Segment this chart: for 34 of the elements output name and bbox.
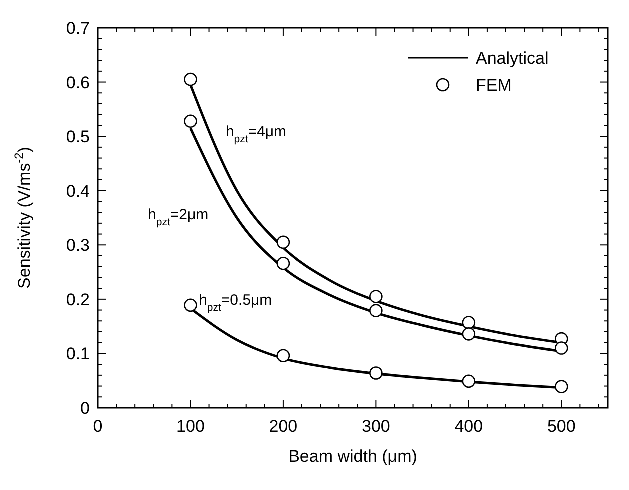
point <box>184 298 198 312</box>
point <box>370 304 383 318</box>
y-tick-label: 0.3 <box>66 236 90 256</box>
y-tick-label: 0.6 <box>66 73 90 92</box>
legend-label: Analytical <box>476 49 549 68</box>
y-tick-label: 0.7 <box>66 19 90 38</box>
point <box>184 72 198 86</box>
x-tick-label: 100 <box>176 417 205 436</box>
y-tick-label: 0.2 <box>66 290 90 310</box>
y-tick-label: 0.4 <box>66 182 90 201</box>
point <box>462 374 476 388</box>
point <box>554 342 568 355</box>
point <box>370 366 383 380</box>
y-tick-label: 0.1 <box>66 344 90 364</box>
x-axis-title: Beam width (μm) <box>288 447 418 466</box>
x-tick-label: 400 <box>454 417 484 436</box>
point <box>462 328 476 341</box>
y-tick-label: 0.5 <box>66 128 90 147</box>
point <box>184 114 198 128</box>
annotation: h$_{pzt}$=2μm <box>148 206 209 229</box>
x-tick-label: 300 <box>362 417 390 436</box>
point <box>276 256 290 270</box>
point <box>276 236 290 250</box>
annotation: h$_{pzt}$=4μm <box>226 124 287 146</box>
y-tick-label: 0 <box>80 399 90 418</box>
point <box>276 349 290 363</box>
x-tick-label: 500 <box>547 417 576 436</box>
x-tick-label: 200 <box>269 417 298 436</box>
point <box>370 290 383 304</box>
point <box>554 380 568 394</box>
x-tick-label: 0 <box>93 417 103 436</box>
point <box>462 316 476 330</box>
legend-label: FEM <box>476 76 512 95</box>
annotation: h$_{pzt}$=0.5μm <box>199 292 272 314</box>
